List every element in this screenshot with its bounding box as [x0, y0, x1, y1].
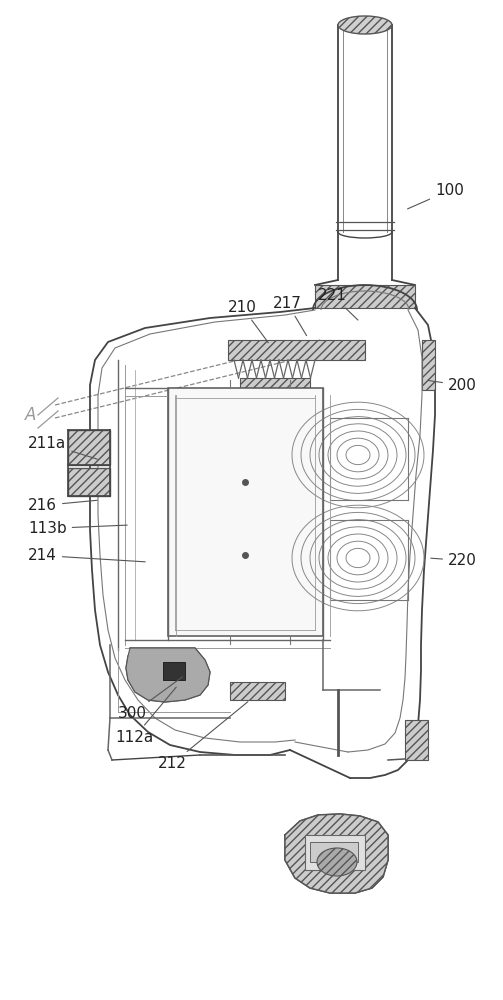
Text: 112a: 112a — [115, 687, 176, 745]
Polygon shape — [422, 340, 435, 390]
Text: 221: 221 — [318, 288, 358, 320]
Polygon shape — [240, 378, 310, 400]
Polygon shape — [405, 720, 428, 760]
Bar — [68, 430, 110, 465]
Polygon shape — [126, 648, 210, 702]
Text: 100: 100 — [407, 183, 464, 209]
Bar — [310, 842, 358, 862]
Text: 210: 210 — [228, 300, 269, 343]
Text: 200: 200 — [428, 378, 477, 393]
Bar — [305, 835, 365, 870]
Polygon shape — [228, 340, 365, 360]
Bar — [163, 662, 185, 680]
Text: 211a: 211a — [28, 436, 98, 459]
Text: 220: 220 — [431, 553, 477, 568]
Ellipse shape — [317, 848, 357, 876]
Bar — [68, 468, 110, 496]
Polygon shape — [315, 285, 415, 308]
Text: 214: 214 — [28, 548, 145, 563]
Polygon shape — [230, 682, 285, 700]
Text: 212: 212 — [158, 702, 248, 771]
Ellipse shape — [338, 16, 392, 34]
Bar — [168, 388, 323, 636]
Text: 217: 217 — [273, 296, 306, 336]
Text: 113b: 113b — [28, 521, 127, 536]
Text: 216: 216 — [28, 498, 97, 513]
Text: A: A — [25, 406, 36, 424]
Polygon shape — [285, 814, 388, 893]
Text: 300: 300 — [118, 677, 183, 721]
